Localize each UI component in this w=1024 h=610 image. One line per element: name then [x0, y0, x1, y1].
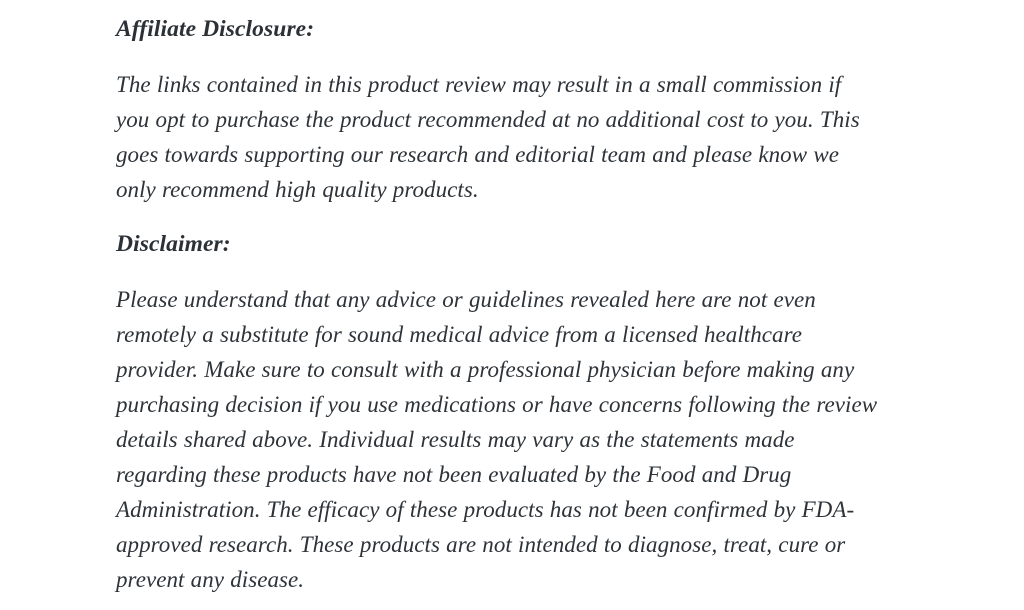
paragraph-line: prevent any disease.	[116, 567, 305, 592]
paragraph-line: goes towards supporting our research and…	[116, 142, 839, 167]
heading-spacer	[116, 53, 920, 67]
paragraph-line: purchasing decision if you use medicatio…	[116, 392, 878, 417]
affiliate-disclosure-heading: Affiliate Disclosure:	[116, 16, 315, 42]
paragraph-line: provider. Make sure to consult with a pr…	[116, 357, 855, 382]
affiliate-disclosure-paragraph: The links contained in this product revi…	[116, 67, 920, 207]
paragraph-line: remotely a substitute for sound medical …	[116, 322, 803, 347]
disclaimer-section: Disclaimer: Please understand that any a…	[116, 227, 920, 597]
disclaimer-paragraph: Please understand that any advice or gui…	[116, 282, 920, 597]
paragraph-line: The links contained in this product revi…	[116, 72, 842, 97]
paragraph-line: regarding these products have not been e…	[116, 462, 792, 487]
affiliate-disclosure-section: Affiliate Disclosure: The links containe…	[116, 12, 920, 207]
paragraph-line: you opt to purchase the product recommen…	[116, 107, 860, 132]
section-spacer	[116, 207, 920, 227]
paragraph-line: Administration. The efficacy of these pr…	[116, 497, 855, 522]
paragraph-line: approved research. These products are no…	[116, 532, 846, 557]
heading-spacer	[116, 268, 920, 282]
disclaimer-heading: Disclaimer:	[116, 231, 231, 257]
paragraph-line: Please understand that any advice or gui…	[116, 287, 816, 312]
paragraph-line: details shared above. Individual results…	[116, 427, 795, 452]
paragraph-line: only recommend high quality products.	[116, 177, 479, 202]
